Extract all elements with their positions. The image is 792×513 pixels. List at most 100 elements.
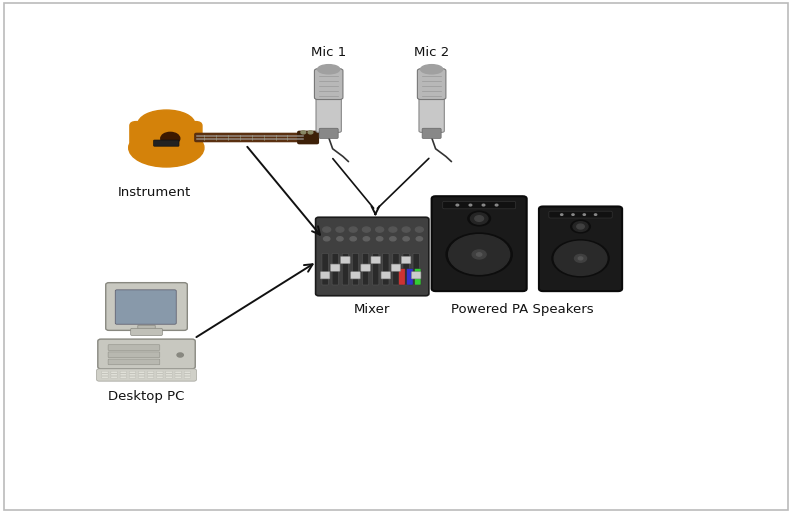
FancyBboxPatch shape <box>403 253 409 285</box>
FancyBboxPatch shape <box>341 256 350 264</box>
FancyBboxPatch shape <box>129 373 135 376</box>
FancyBboxPatch shape <box>154 140 179 146</box>
Text: Mixer: Mixer <box>354 303 390 315</box>
FancyBboxPatch shape <box>120 373 127 376</box>
FancyBboxPatch shape <box>111 371 117 373</box>
FancyBboxPatch shape <box>432 196 527 291</box>
Circle shape <box>417 237 423 241</box>
FancyBboxPatch shape <box>330 264 340 271</box>
Circle shape <box>402 227 410 232</box>
FancyBboxPatch shape <box>314 69 343 100</box>
Circle shape <box>470 213 488 224</box>
Circle shape <box>161 132 180 145</box>
FancyBboxPatch shape <box>412 272 421 279</box>
FancyBboxPatch shape <box>539 206 623 291</box>
Circle shape <box>336 227 344 232</box>
Circle shape <box>468 211 490 226</box>
FancyBboxPatch shape <box>372 253 379 285</box>
FancyBboxPatch shape <box>116 290 177 324</box>
FancyBboxPatch shape <box>298 131 318 144</box>
Circle shape <box>573 222 588 231</box>
FancyBboxPatch shape <box>315 218 429 295</box>
Circle shape <box>577 224 584 229</box>
Circle shape <box>349 227 357 232</box>
FancyBboxPatch shape <box>184 373 191 376</box>
FancyBboxPatch shape <box>351 272 360 279</box>
Circle shape <box>416 227 424 232</box>
FancyBboxPatch shape <box>131 328 162 336</box>
Circle shape <box>475 215 483 222</box>
FancyBboxPatch shape <box>139 371 145 373</box>
FancyBboxPatch shape <box>175 377 181 379</box>
FancyBboxPatch shape <box>139 377 145 379</box>
Circle shape <box>495 204 498 206</box>
Circle shape <box>389 227 397 232</box>
FancyBboxPatch shape <box>175 373 181 376</box>
FancyBboxPatch shape <box>157 373 163 376</box>
Ellipse shape <box>318 65 340 74</box>
FancyBboxPatch shape <box>157 377 163 379</box>
FancyBboxPatch shape <box>4 3 788 510</box>
FancyBboxPatch shape <box>413 253 420 285</box>
FancyBboxPatch shape <box>417 69 446 100</box>
FancyBboxPatch shape <box>443 202 516 209</box>
FancyBboxPatch shape <box>175 371 181 373</box>
FancyBboxPatch shape <box>120 371 127 373</box>
Circle shape <box>448 235 510 274</box>
FancyBboxPatch shape <box>415 269 421 285</box>
FancyBboxPatch shape <box>147 373 154 376</box>
FancyBboxPatch shape <box>391 264 401 271</box>
Circle shape <box>583 214 585 215</box>
Circle shape <box>177 353 184 357</box>
FancyBboxPatch shape <box>129 371 135 373</box>
FancyBboxPatch shape <box>111 373 117 376</box>
FancyBboxPatch shape <box>402 256 411 264</box>
Circle shape <box>552 240 609 277</box>
FancyBboxPatch shape <box>383 253 389 285</box>
Circle shape <box>350 237 356 241</box>
FancyBboxPatch shape <box>422 128 441 139</box>
FancyBboxPatch shape <box>108 359 160 365</box>
FancyBboxPatch shape <box>108 345 160 350</box>
FancyBboxPatch shape <box>320 272 330 279</box>
FancyBboxPatch shape <box>98 339 196 369</box>
FancyBboxPatch shape <box>352 253 359 285</box>
FancyBboxPatch shape <box>184 377 191 379</box>
Circle shape <box>595 214 596 215</box>
FancyBboxPatch shape <box>108 352 160 358</box>
Circle shape <box>469 204 472 206</box>
FancyBboxPatch shape <box>316 96 341 132</box>
FancyBboxPatch shape <box>371 256 380 264</box>
Circle shape <box>324 237 330 241</box>
FancyBboxPatch shape <box>111 377 117 379</box>
Text: Mic 2: Mic 2 <box>414 46 449 59</box>
FancyBboxPatch shape <box>166 377 172 379</box>
FancyBboxPatch shape <box>139 373 145 376</box>
FancyBboxPatch shape <box>184 371 191 373</box>
FancyBboxPatch shape <box>319 128 338 139</box>
FancyBboxPatch shape <box>102 371 108 373</box>
FancyBboxPatch shape <box>342 253 348 285</box>
Circle shape <box>477 253 482 256</box>
FancyBboxPatch shape <box>363 253 369 285</box>
Circle shape <box>363 227 371 232</box>
Circle shape <box>574 254 587 262</box>
FancyBboxPatch shape <box>407 269 413 285</box>
Circle shape <box>561 214 563 215</box>
Text: Mic 1: Mic 1 <box>311 46 346 59</box>
Ellipse shape <box>138 110 195 139</box>
Circle shape <box>456 204 459 206</box>
FancyBboxPatch shape <box>120 377 127 379</box>
Circle shape <box>472 250 486 259</box>
Circle shape <box>323 227 331 232</box>
FancyBboxPatch shape <box>97 369 196 381</box>
FancyBboxPatch shape <box>361 264 371 271</box>
FancyBboxPatch shape <box>332 253 338 285</box>
FancyBboxPatch shape <box>166 373 172 376</box>
Circle shape <box>308 131 313 134</box>
Circle shape <box>390 237 396 241</box>
Circle shape <box>337 237 343 241</box>
FancyBboxPatch shape <box>166 371 172 373</box>
Circle shape <box>572 214 574 215</box>
Text: Powered PA Speakers: Powered PA Speakers <box>451 303 594 315</box>
